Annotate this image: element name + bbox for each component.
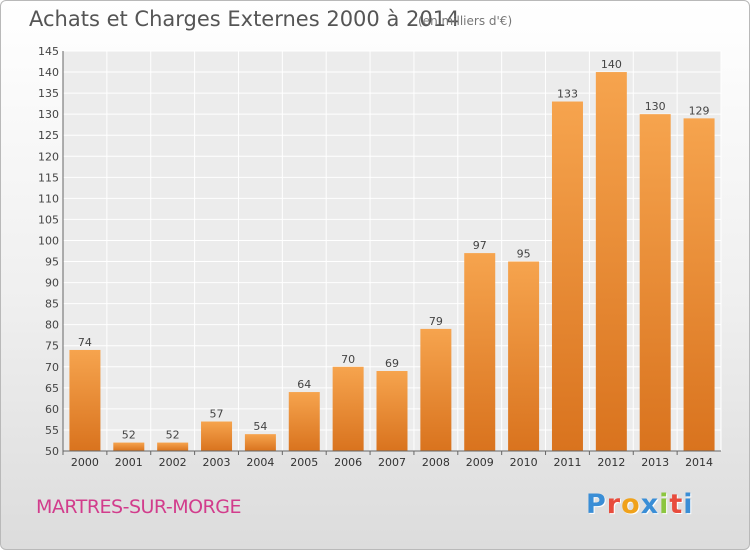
logo-letter: i xyxy=(659,489,670,520)
y-tick-label: 105 xyxy=(38,213,59,226)
x-tick-label: 2001 xyxy=(115,456,143,469)
x-tick-label: 2007 xyxy=(378,456,406,469)
bar-2002 xyxy=(157,442,189,451)
bar-2010 xyxy=(508,261,540,451)
y-tick-label: 115 xyxy=(38,171,59,184)
bar-2004 xyxy=(244,434,276,451)
x-tick-label: 2009 xyxy=(466,456,494,469)
bar-2005 xyxy=(288,392,320,451)
x-tick-label: 2003 xyxy=(203,456,231,469)
bar-2008 xyxy=(420,328,452,451)
y-tick-label: 65 xyxy=(45,382,59,395)
x-tick-label: 2002 xyxy=(159,456,187,469)
y-tick-label: 90 xyxy=(45,277,59,290)
y-tick-label: 135 xyxy=(38,87,59,100)
x-tick-label: 2005 xyxy=(290,456,318,469)
bar-2013 xyxy=(639,114,671,451)
x-tick-label: 2000 xyxy=(71,456,99,469)
logo-letter: t xyxy=(669,489,684,520)
bar-2009 xyxy=(464,253,496,451)
data-label-2009: 97 xyxy=(473,239,487,252)
bar-2000 xyxy=(69,349,101,451)
logo-letter: P xyxy=(586,489,607,520)
axes: 50 55 60 65 70 75 80 85 90 95 100 105 110 115 120 125 13… xyxy=(38,45,721,469)
bar-2014 xyxy=(683,118,715,452)
proxiti-logo: Proxiti xyxy=(586,489,694,520)
y-tick-label: 50 xyxy=(45,445,59,458)
y-tick-label: 75 xyxy=(45,340,59,353)
data-labels: 74 52 52 57 54 64 70 69 79 97 95 133 140 130 129 xyxy=(78,58,710,442)
bar-2006 xyxy=(332,366,364,451)
y-tick-label: 55 xyxy=(45,424,59,437)
data-label-2008: 79 xyxy=(429,315,443,328)
y-tick-label: 145 xyxy=(38,45,59,58)
bar-2012 xyxy=(595,72,627,451)
data-label-2002: 52 xyxy=(166,429,180,442)
y-tick-label: 140 xyxy=(38,66,59,79)
data-label-2000: 74 xyxy=(78,336,92,349)
data-label-2005: 64 xyxy=(297,378,311,391)
y-tick-label: 130 xyxy=(38,108,59,121)
bar-2011 xyxy=(551,101,583,452)
data-label-2003: 57 xyxy=(210,408,224,421)
y-tick-label: 95 xyxy=(45,256,59,269)
data-label-2006: 70 xyxy=(341,353,355,366)
x-tick-label: 2011 xyxy=(553,456,581,469)
y-tick-label: 70 xyxy=(45,361,59,374)
x-tick-label: 2010 xyxy=(510,456,538,469)
data-label-2001: 52 xyxy=(122,429,136,442)
x-tick-label: 2012 xyxy=(597,456,625,469)
data-label-2012: 140 xyxy=(601,58,622,71)
logo-letter: o xyxy=(621,489,641,520)
x-tick-label: 2014 xyxy=(685,456,713,469)
bar-2003 xyxy=(201,421,233,451)
y-tick-label: 100 xyxy=(38,234,59,247)
x-tick-label: 2006 xyxy=(334,456,362,469)
x-tick-label: 2013 xyxy=(641,456,669,469)
y-tick-label: 60 xyxy=(45,403,59,416)
x-tick-label: 2008 xyxy=(422,456,450,469)
data-label-2010: 95 xyxy=(517,248,531,261)
data-label-2011: 133 xyxy=(557,88,578,101)
data-label-2007: 69 xyxy=(385,357,399,370)
data-label-2013: 130 xyxy=(645,100,666,113)
place-name: MARTRES-SUR-MORGE xyxy=(36,496,241,518)
logo-letter: x xyxy=(640,489,660,520)
y-tick-label: 110 xyxy=(38,192,59,205)
bar-2001 xyxy=(113,442,145,451)
data-label-2004: 54 xyxy=(253,420,267,433)
bars xyxy=(69,72,715,452)
y-tick-label: 125 xyxy=(38,129,59,142)
y-tick-label: 80 xyxy=(45,319,59,332)
x-tick-label: 2004 xyxy=(246,456,274,469)
logo-letter: i xyxy=(683,489,694,520)
chart-title: Achats et Charges Externes 2000 à 2014 xyxy=(29,7,460,31)
data-label-2014: 129 xyxy=(689,104,710,117)
logo-letter: r xyxy=(606,489,622,520)
chart-subtitle: (en milliers d'€) xyxy=(418,14,513,28)
y-tick-label: 85 xyxy=(45,298,59,311)
bar-2007 xyxy=(376,371,408,451)
y-tick-label: 120 xyxy=(38,150,59,163)
